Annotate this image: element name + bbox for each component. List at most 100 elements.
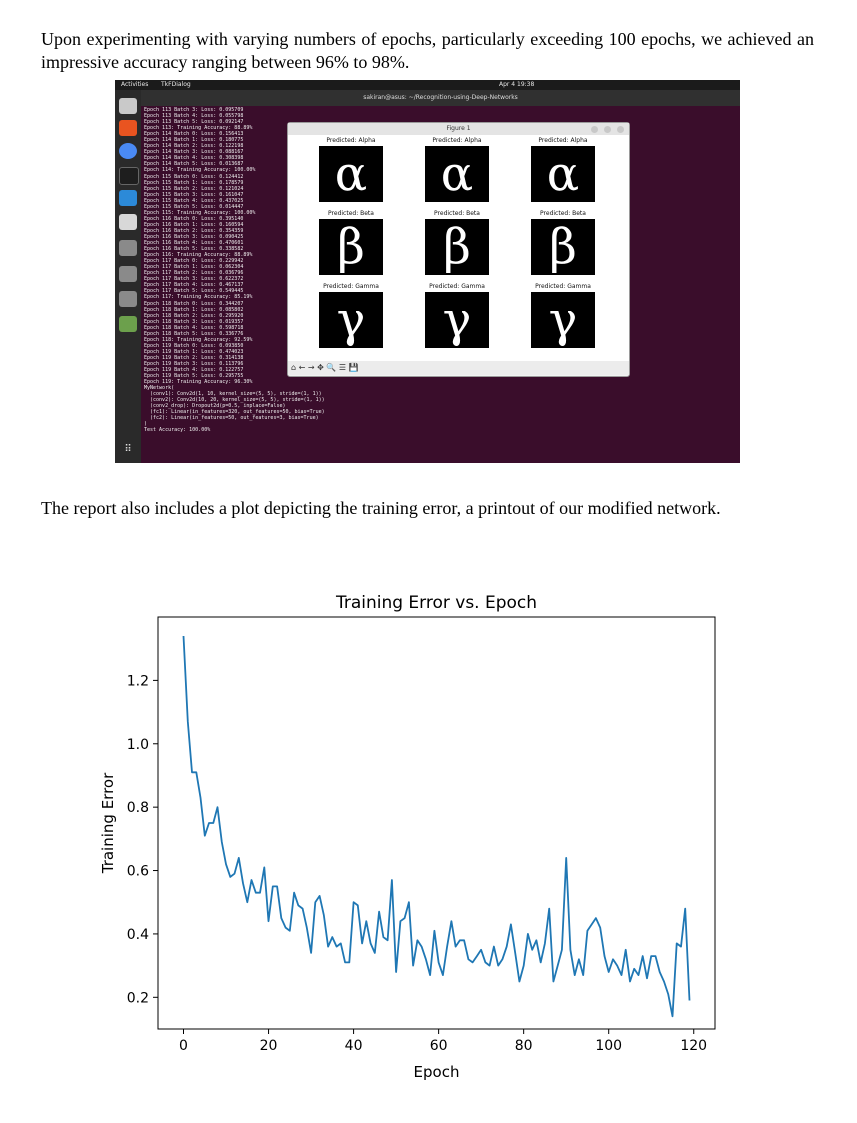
terminal-line: Epoch 116 Batch 4: Loss: 0.470601 (144, 240, 244, 247)
terminal-line: Epoch 116: Training Accuracy: 88.89% (144, 252, 253, 259)
prediction-label: Predicted: Alpha (326, 137, 376, 144)
settings-icon (119, 214, 137, 230)
prediction-label: Predicted: Beta (434, 210, 480, 217)
terminal-line: ) (144, 421, 148, 428)
terminal-line: Epoch 115 Batch 4: Loss: 0.437025 (144, 197, 244, 204)
terminal-line: Epoch 113: Training Accuracy: 88.89% (144, 125, 253, 132)
terminal-line: Epoch 114 Batch 2: Loss: 0.122198 (144, 143, 244, 150)
intro-paragraph: Upon experimenting with varying numbers … (41, 29, 814, 72)
terminal-line: Epoch 118 Batch 0: Loss: 0.344207 (144, 300, 244, 307)
prediction-label: Predicted: Gamma (535, 283, 591, 290)
glyph: α (334, 146, 368, 202)
terminal-line: Epoch 117 Batch 5: Loss: 0.549445 (144, 288, 244, 295)
terminal-line: Epoch 119: Training Accuracy: 96.30% (144, 379, 253, 386)
terminal-line: Epoch 114: Training Accuracy: 100.00% (144, 167, 256, 174)
glyph: γ (442, 292, 472, 348)
x-tick-label: 120 (680, 1038, 707, 1054)
chrome-icon (119, 143, 137, 159)
handwritten-digit-image: β (425, 219, 489, 275)
glyph: γ (336, 292, 366, 348)
glyph: β (337, 219, 365, 275)
handwritten-digit-image: α (531, 146, 595, 202)
terminal-line: (fc1): Linear(in_features=320, out_featu… (144, 409, 325, 416)
prediction-label: Predicted: Beta (540, 210, 586, 217)
y-tick-label: 0.8 (127, 800, 149, 816)
terminal-line: Epoch 117 Batch 0: Loss: 0.229942 (144, 258, 244, 265)
x-tick-label: 60 (430, 1038, 448, 1054)
prediction-label: Predicted: Gamma (429, 283, 485, 290)
terminal-line: Epoch 114 Batch 4: Loss: 0.308398 (144, 155, 244, 162)
handwritten-digit-image: α (319, 146, 383, 202)
terminal-line: (conv2_drop): Dropout2d(p=0.5, inplace=F… (144, 403, 286, 410)
x-tick-label: 40 (345, 1038, 363, 1054)
prediction-label: Predicted: Alpha (432, 137, 482, 144)
x-tick-label: 0 (179, 1038, 188, 1054)
terminal-line: Epoch 114 Batch 3: Loss: 0.088167 (144, 149, 244, 156)
terminal-line: Epoch 118 Batch 3: Loss: 0.019357 (144, 318, 244, 325)
clock-label: Apr 4 19:38 (499, 81, 535, 88)
terminal-line: Epoch 115 Batch 3: Loss: 0.161047 (144, 191, 244, 198)
terminal-line: (conv2): Conv2d(10, 20, kernel_size=(5, … (144, 397, 325, 404)
y-axis-label: Training Error (99, 772, 117, 874)
terminal-line: Epoch 119 Batch 2: Loss: 0.314138 (144, 354, 244, 361)
glyph: β (443, 219, 471, 275)
terminal-line: Epoch 118 Batch 4: Loss: 0.598718 (144, 324, 244, 331)
terminal-line: Epoch 119 Batch 1: Loss: 0.474023 (144, 348, 244, 355)
terminal-icon (119, 167, 139, 185)
glyph: β (549, 219, 577, 275)
terminal-line: Epoch 114 Batch 1: Loss: 0.180775 (144, 137, 244, 144)
handwritten-digit-image: β (319, 219, 383, 275)
y-tick-label: 0.4 (127, 927, 149, 943)
prediction-label: Predicted: Alpha (538, 137, 588, 144)
prediction-grid: Predicted: Alpha α Predicted: Alpha α Predic… (288, 135, 629, 361)
terminal-line: Epoch 118 Batch 2: Loss: 0.295920 (144, 312, 244, 319)
software-center-icon (119, 120, 137, 136)
activities-label: Activities (121, 81, 149, 88)
x-tick-label: 20 (260, 1038, 278, 1054)
handwritten-digit-image: γ (425, 292, 489, 348)
terminal-line: Epoch 113 Batch 3: Loss: 0.095709 (144, 107, 244, 113)
report-paragraph: The report also includes a plot depictin… (41, 498, 721, 518)
terminal-line: Epoch 118: Training Accuracy: 92.59% (144, 336, 253, 343)
terminal-line: Epoch 116 Batch 2: Loss: 0.354359 (144, 227, 244, 234)
terminal-line: Epoch 117 Batch 1: Loss: 0.062304 (144, 264, 244, 271)
prediction-label: Predicted: Beta (328, 210, 374, 217)
terminal-line: Epoch 119 Batch 5: Loss: 0.295755 (144, 373, 244, 380)
training-error-chart: Training Error vs. Epoch Epoch Training Er… (99, 593, 716, 1081)
terminal-line: Epoch 116 Batch 1: Loss: 0.160594 (144, 221, 244, 228)
prediction-label: Predicted: Gamma (323, 283, 379, 290)
close-icon (617, 126, 624, 133)
terminal-line: Epoch 115 Batch 1: Loss: 0.178579 (144, 179, 244, 186)
glyph: α (440, 146, 474, 202)
x-tick-label: 100 (595, 1038, 622, 1054)
plot-frame (157, 616, 716, 1030)
terminal-line: Epoch 113 Batch 5: Loss: 0.092147 (144, 119, 244, 126)
vscode-icon (119, 190, 137, 206)
figure-window-title: Figure 1 (288, 123, 629, 135)
terminal-line: Epoch 117 Batch 4: Loss: 0.467137 (144, 282, 244, 289)
terminal-line: Epoch 117 Batch 2: Loss: 0.036796 (144, 270, 244, 277)
x-tick-label: 80 (515, 1038, 533, 1054)
figure-window: Figure 1 Predicted: Alpha α Predicted: Alp… (287, 122, 630, 377)
glyph: γ (548, 292, 578, 348)
terminal-line: Epoch 116 Batch 3: Loss: 0.090425 (144, 233, 244, 240)
maximize-icon (604, 126, 611, 133)
terminal-line: Epoch 116 Batch 0: Loss: 0.395140 (144, 215, 244, 222)
drive-icon (119, 266, 137, 282)
minimize-icon (591, 126, 598, 133)
terminal-line: Epoch 113 Batch 4: Loss: 0.055798 (144, 113, 244, 120)
terminal-line: Epoch 115 Batch 5: Loss: 0.014447 (144, 203, 244, 210)
terminal-output: Epoch 113 Batch 3: Loss: 0.095709 Epoch 1… (144, 107, 474, 434)
desktop-screenshot: Activities TkFDialog Apr 4 19:38 ⠿ sakir… (115, 80, 740, 463)
terminal-title: sakiran@asus: ~/Recognition-using-Deep-N… (141, 90, 740, 106)
x-axis-label: Epoch (414, 1063, 460, 1081)
chart-title: Training Error vs. Epoch (335, 593, 537, 613)
files-icon (119, 98, 137, 114)
y-tick-label: 1.2 (127, 673, 149, 689)
handwritten-digit-image: β (531, 219, 595, 275)
y-tick-label: 0.2 (127, 990, 149, 1006)
handwritten-digit-image: γ (531, 292, 595, 348)
show-apps-icon: ⠿ (124, 444, 132, 455)
y-tick-label: 0.6 (127, 864, 149, 880)
terminal-line: (conv1): Conv2d(1, 10, kernel_size=(5, 5… (144, 391, 322, 398)
